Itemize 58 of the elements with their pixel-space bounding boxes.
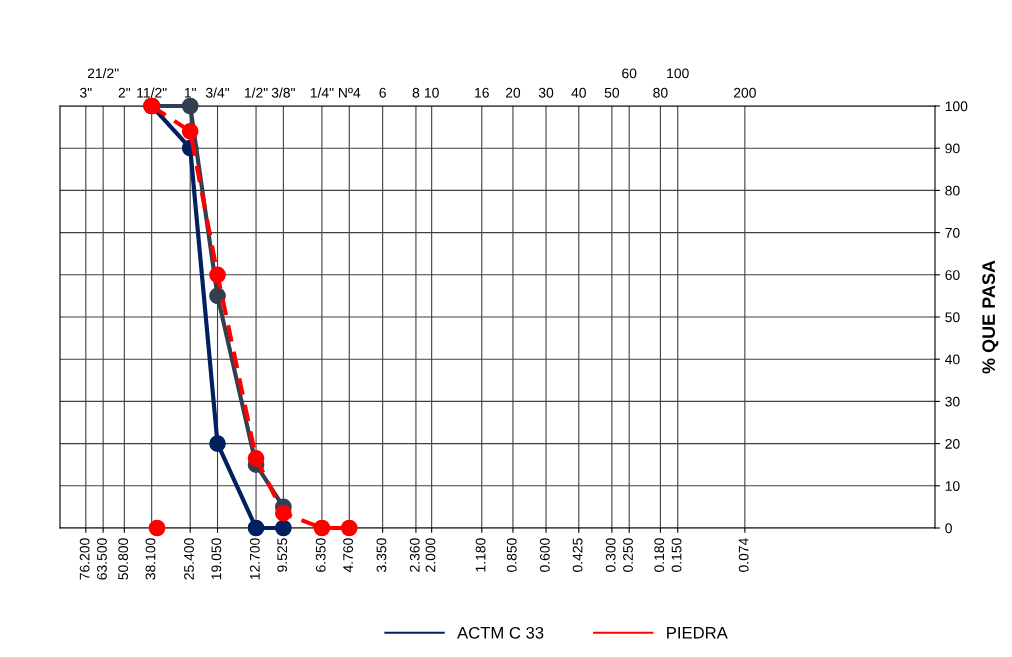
text: 6: [379, 87, 386, 98]
text: 3/4": [205, 87, 230, 98]
text: 40: [571, 87, 586, 98]
text: 80: [653, 87, 668, 98]
x-tick-label: 0.250: [623, 538, 633, 572]
text: 60: [622, 68, 637, 79]
x-tick-label: 0.074: [738, 538, 749, 572]
y-tick-label: 100: [945, 101, 968, 112]
text: 1/2": [244, 87, 268, 98]
x-tick-label: 1.180: [475, 538, 486, 572]
x-tick-label: 2.360: [409, 538, 420, 572]
y-tick-label: 60: [945, 270, 960, 280]
text: 1": [184, 88, 196, 98]
x-tick-label: 2.000: [425, 538, 436, 572]
text: 10: [424, 87, 439, 98]
text: 8: [412, 87, 420, 98]
x-tick-label: 12.700: [249, 538, 260, 580]
y-tick-label: 10: [945, 481, 960, 491]
x-tick-label: 19.050: [211, 538, 222, 580]
y-tick-label: 70: [945, 227, 960, 238]
x-tick-label: 0.300: [605, 538, 616, 572]
x-tick-label: 0.425: [572, 538, 583, 572]
x-tick-label: 4.760: [343, 538, 353, 573]
x-tick-label: 76.200: [79, 538, 90, 580]
legend-label: ACTM C 33: [457, 626, 544, 639]
text: Nº4: [339, 87, 361, 98]
text: 100: [667, 68, 689, 79]
x-tick-label: 0.600: [539, 538, 550, 572]
text: 3/8": [271, 87, 295, 98]
y-tick-label: 80: [945, 185, 960, 196]
text: 30: [538, 87, 554, 98]
legend-label: PIEDRA: [667, 627, 728, 639]
text: 3": [80, 87, 92, 98]
y-tick-label: 40: [945, 354, 960, 365]
y-tick-label: 50: [945, 312, 960, 323]
x-tick-label: 3.350: [376, 538, 387, 572]
x-tick-label: 38.100: [145, 538, 156, 580]
text: 50: [604, 87, 620, 98]
x-tick-label: 63.500: [97, 538, 107, 580]
text: 11/2": [137, 87, 167, 98]
text: 1/4": [310, 87, 334, 98]
x-tick-label: 25.400: [184, 538, 194, 580]
x-tick-label: 50.800: [118, 538, 129, 580]
x-tick-label: 6.350: [315, 538, 326, 572]
text: 16: [475, 87, 489, 98]
y-tick-label: 30: [945, 396, 960, 407]
y-axis-title: % QUE PASA: [982, 260, 999, 374]
x-tick-label: 0.850: [506, 538, 517, 572]
x-tick-label: 9.525: [277, 538, 288, 572]
text: 2": [118, 87, 131, 98]
text: 20: [505, 87, 521, 98]
y-tick-label: 90: [945, 143, 960, 154]
y-tick-label: 20: [945, 438, 960, 449]
text: 21/2": [87, 68, 119, 79]
y-tick-label: 0: [945, 523, 952, 534]
text: 200: [733, 87, 756, 98]
x-tick-label: 0.150: [671, 538, 682, 572]
x-tick-label: 0.180: [654, 538, 665, 572]
